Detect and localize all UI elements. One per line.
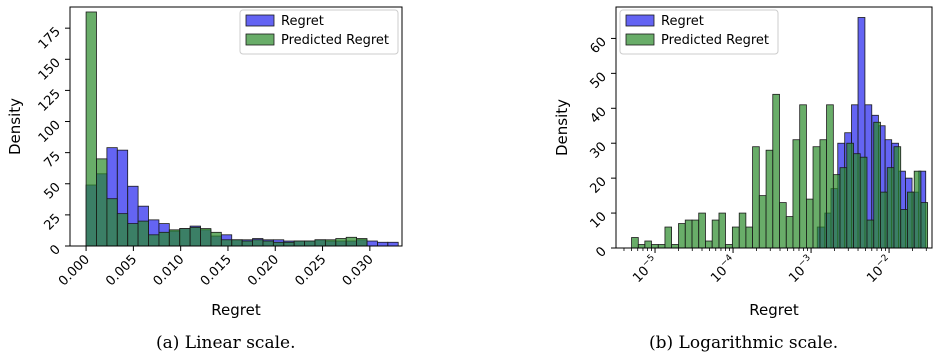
histogram-bar bbox=[826, 104, 834, 249]
histogram-bar bbox=[758, 195, 767, 249]
legend-swatch-predicted-regret bbox=[245, 33, 275, 46]
histogram-bar bbox=[806, 198, 814, 249]
histogram-bar bbox=[691, 219, 700, 249]
histogram-bar bbox=[880, 191, 888, 249]
y-axis-label: Density bbox=[6, 98, 24, 155]
histogram-bar bbox=[738, 212, 747, 249]
log-histogram-chart: 0 10 20 30 40 50 60 10−5 10−4 10−3 10−2 Regret Densi… bbox=[553, 6, 933, 319]
histogram-bar bbox=[745, 226, 753, 249]
histogram-bar bbox=[866, 219, 875, 249]
histogram-bar bbox=[705, 240, 713, 249]
histogram-bar bbox=[671, 244, 679, 249]
histogram-bar bbox=[846, 142, 854, 249]
y-tick-label: 60 bbox=[588, 35, 610, 57]
histogram-bar bbox=[664, 226, 672, 249]
series-predicted-regret-bars bbox=[631, 93, 929, 249]
x-tick-label: 10−4 bbox=[707, 253, 740, 286]
histogram-bar bbox=[886, 167, 895, 249]
histogram-bar bbox=[637, 244, 646, 249]
histogram-bar bbox=[651, 244, 659, 249]
histogram-bar bbox=[913, 170, 922, 249]
legend-box bbox=[239, 9, 399, 55]
histogram-bar bbox=[839, 167, 848, 249]
caption-log: (b) Logarithmic scale. bbox=[649, 333, 839, 353]
y-tick-label: 0 bbox=[593, 244, 609, 260]
histogram-bar bbox=[657, 244, 666, 249]
histogram-bar bbox=[853, 153, 861, 249]
histogram-bar bbox=[731, 226, 740, 249]
caption-linear: (a) Linear scale. bbox=[156, 333, 296, 353]
histogram-bar bbox=[752, 146, 760, 249]
histogram-bar bbox=[718, 212, 726, 249]
y-tick-label: 40 bbox=[588, 105, 610, 127]
legend: Regret Predicted Regret bbox=[619, 9, 779, 55]
histogram-bar bbox=[832, 174, 841, 249]
legend-swatch-regret bbox=[245, 14, 275, 27]
y-tick-label: 10 bbox=[588, 209, 610, 231]
histogram-bar bbox=[873, 121, 881, 249]
y-tick-label: 50 bbox=[588, 70, 610, 92]
histogram-bar bbox=[631, 237, 639, 249]
y-axis-label: Density bbox=[553, 99, 571, 156]
histogram-bar bbox=[920, 202, 929, 249]
histogram-bar bbox=[893, 146, 902, 249]
legend-box bbox=[619, 9, 779, 55]
legend-label-regret: Regret bbox=[661, 14, 704, 29]
histogram-bar bbox=[812, 146, 821, 249]
legend-label-regret: Regret bbox=[281, 14, 324, 29]
y-tick-label: 20 bbox=[588, 174, 610, 196]
legend: Regret Predicted Regret bbox=[239, 9, 399, 55]
legend-swatch-predicted-regret bbox=[625, 33, 655, 46]
histogram-bar bbox=[772, 93, 780, 249]
x-tick-label: 10−2 bbox=[863, 253, 896, 286]
histogram-bar bbox=[785, 216, 794, 249]
histogram-bar bbox=[779, 202, 787, 249]
x-tick-label: 10−5 bbox=[629, 253, 662, 286]
histogram-bar bbox=[907, 191, 915, 249]
histogram-bar bbox=[684, 219, 693, 249]
histogram-bar bbox=[698, 212, 706, 249]
x-axis-label: Regret bbox=[749, 301, 799, 319]
legend-label-predicted-regret: Predicted Regret bbox=[661, 33, 769, 48]
x-axis-label: Regret bbox=[211, 301, 261, 319]
axes-frame bbox=[615, 6, 933, 249]
histogram-bar bbox=[792, 139, 801, 249]
legend-label-predicted-regret: Predicted Regret bbox=[281, 33, 389, 48]
histogram-bar bbox=[900, 209, 908, 249]
axes-frame bbox=[69, 6, 403, 247]
y-tick-label: 30 bbox=[588, 139, 610, 161]
histogram-bar bbox=[644, 240, 652, 249]
legend-swatch-regret bbox=[625, 14, 655, 27]
histogram-bar bbox=[859, 156, 868, 249]
histogram-bar bbox=[678, 223, 686, 249]
histogram-bar bbox=[725, 244, 733, 249]
histogram-bar bbox=[765, 149, 774, 249]
histogram-bar bbox=[799, 104, 807, 249]
series-predicted-regret-bars bbox=[85, 11, 368, 247]
histogram-bar bbox=[819, 139, 827, 249]
x-tick-label: 10−3 bbox=[785, 253, 818, 286]
histogram-bar bbox=[711, 219, 720, 249]
